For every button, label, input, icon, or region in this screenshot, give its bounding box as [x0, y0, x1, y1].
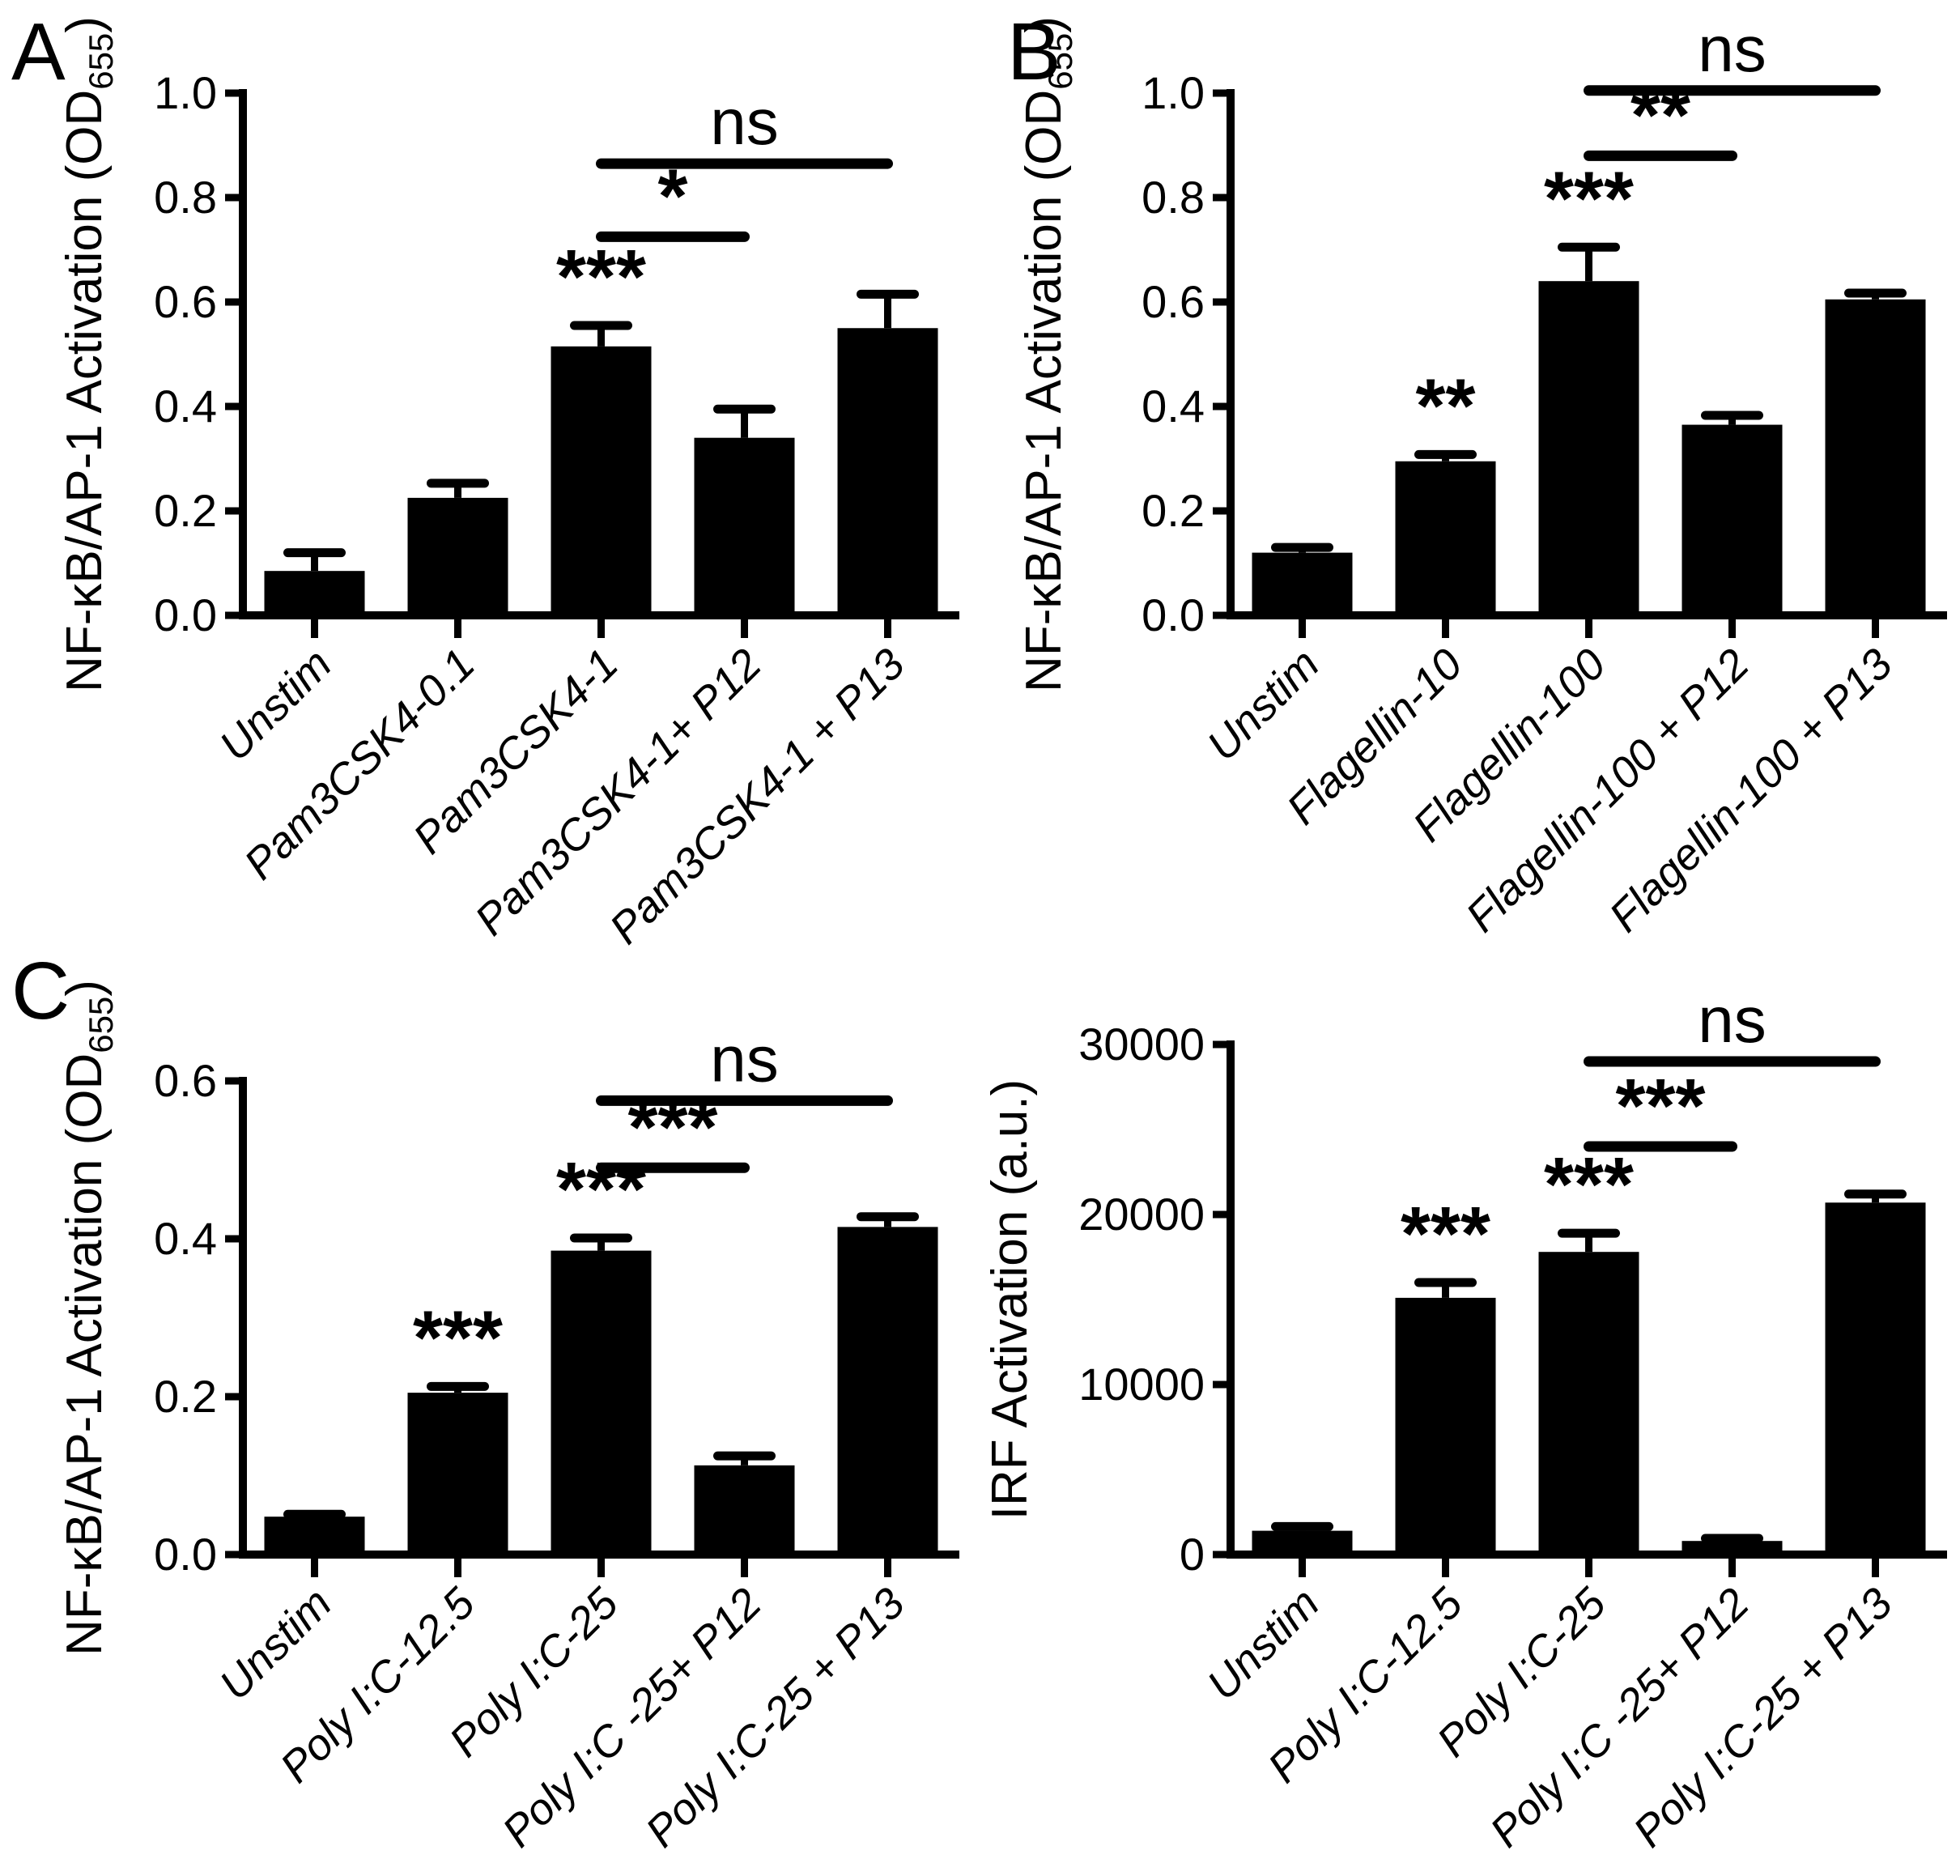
x-category-label: Poly I:C-25 + P13 [636, 1579, 914, 1857]
y-tick-label: 10000 [1078, 1359, 1205, 1410]
x-category-label: Unstim [1198, 640, 1329, 770]
significance-label: ns [1698, 13, 1767, 85]
bar-significance-stars: ** [1416, 363, 1476, 449]
y-tick-label: 0.8 [154, 172, 217, 223]
y-axis-title: NF-κB/AP-1 Activation (OD655) [57, 980, 120, 1656]
y-tick-label: 0.0 [1142, 589, 1205, 640]
significance-label: ns [710, 1023, 779, 1095]
bar [264, 571, 365, 615]
panel-letter-b: B [1007, 6, 1061, 97]
bar [1538, 281, 1639, 615]
y-axis-title: IRF Activation (a.u.) [982, 1079, 1038, 1520]
bar-significance-stars: *** [1401, 1191, 1490, 1277]
y-tick-label: 1.0 [154, 67, 217, 118]
y-tick-label: 0.0 [154, 1529, 217, 1580]
y-tick-label: 1.0 [1142, 67, 1205, 118]
panel-b-chart: 0.00.20.40.60.81.0Unstim**Flagellin-10**… [1016, 13, 1947, 942]
bar [407, 1393, 508, 1555]
x-category-label: Pam3CSK4-1+ P12 [466, 640, 771, 945]
panel-letter-c: C [11, 946, 70, 1036]
y-tick-label: 20000 [1078, 1189, 1205, 1240]
x-category-label: Flagellin-100 + P13 [1600, 640, 1902, 942]
bar [837, 328, 938, 615]
bar [1395, 1297, 1496, 1555]
y-tick-label: 0.4 [154, 1213, 217, 1264]
y-tick-label: 0.2 [1142, 485, 1205, 536]
x-category-label: Unstim [210, 1579, 341, 1709]
y-tick-label: 0.8 [1142, 172, 1205, 223]
significance-label: ns [1698, 984, 1767, 1056]
bar-significance-stars: *** [1544, 1142, 1634, 1227]
y-axis-title: NF-κB/AP-1 Activation (OD655) [57, 16, 120, 692]
y-axis-title: NF-κB/AP-1 Activation (OD655) [1016, 16, 1079, 692]
panel-a-chart: 0.00.20.40.60.81.0UnstimPam3CSK4-0.1***P… [57, 16, 959, 953]
bar [1682, 424, 1783, 615]
y-tick-label: 0 [1180, 1529, 1205, 1580]
bar [1538, 1252, 1639, 1555]
bar [1682, 1541, 1783, 1555]
bar [264, 1517, 365, 1555]
x-category-label: Flagellin-100 + P12 [1456, 640, 1758, 942]
bar [1825, 1202, 1926, 1555]
y-tick-label: 0.0 [154, 589, 217, 640]
x-category-label: Unstim [210, 640, 341, 770]
y-tick-label: 0.6 [154, 1055, 217, 1106]
significance-label: ns [710, 86, 779, 158]
bar-significance-stars: *** [556, 1146, 646, 1232]
x-category-label: Poly I:C -25+ P12 [1481, 1579, 1758, 1857]
y-tick-label: 0.2 [154, 1371, 217, 1422]
y-tick-label: 0.4 [1142, 381, 1205, 432]
bar [407, 497, 508, 615]
bar [551, 1250, 652, 1555]
bar [837, 1227, 938, 1555]
x-category-label: Poly I:C -25+ P12 [493, 1579, 771, 1857]
x-category-label: Poly I:C-25 + P13 [1624, 1579, 1902, 1857]
panel-letter-a: A [11, 6, 66, 97]
bar [551, 346, 652, 615]
bar [694, 1465, 795, 1555]
bar-significance-stars: *** [413, 1295, 503, 1380]
bar-significance-stars: *** [1544, 155, 1634, 241]
y-tick-label: 0.6 [154, 276, 217, 327]
y-tick-label: 0.4 [154, 381, 217, 432]
significance-label: *** [1616, 1063, 1706, 1149]
bar-significance-stars: *** [556, 234, 646, 320]
bar [694, 437, 795, 615]
y-tick-label: 30000 [1078, 1019, 1205, 1070]
x-category-label: Unstim [1198, 1579, 1329, 1709]
bar [1395, 461, 1496, 615]
charts-root: 0.00.20.40.60.81.0UnstimPam3CSK4-0.1***P… [57, 13, 1947, 1857]
y-tick-label: 0.2 [154, 485, 217, 536]
bar [1252, 1530, 1353, 1555]
y-tick-label: 0.6 [1142, 276, 1205, 327]
bar [1252, 552, 1353, 615]
bar [1825, 299, 1926, 615]
